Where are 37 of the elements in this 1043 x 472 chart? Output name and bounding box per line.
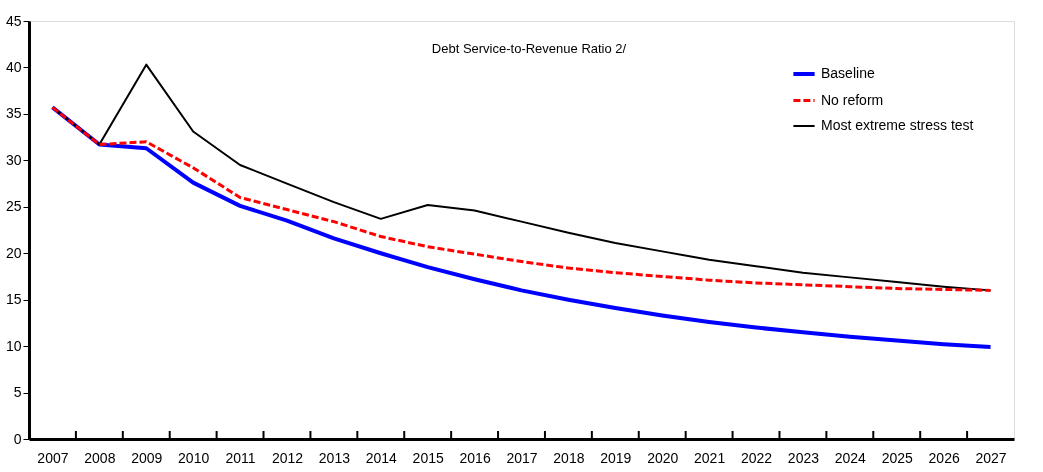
- y-tick-label: 40: [5, 58, 22, 75]
- x-tick-label: 2015: [412, 449, 444, 466]
- y-tick-label: 20: [5, 244, 22, 261]
- x-tick-label: 2012: [271, 449, 304, 466]
- line-series: [50, 105, 993, 292]
- y-tick-label: 10: [5, 337, 22, 354]
- x-tick-label: 2020: [647, 449, 679, 466]
- x-tick-label: 2007: [37, 449, 69, 466]
- x-tick-label: 2010: [178, 449, 210, 466]
- x-tick-label: 2027: [975, 449, 1007, 466]
- x-tick-label: 2024: [834, 449, 867, 466]
- y-tick-label: 45: [5, 12, 22, 29]
- legend-label: No reform: [821, 91, 884, 108]
- x-tick-label: 2019: [600, 449, 632, 466]
- y-tick-label: 15: [5, 291, 22, 308]
- x-tick-label: 2021: [694, 449, 726, 466]
- text: Debt Service-to-Revenue Ratio 2/: [431, 41, 627, 56]
- y-tick-label: 25: [5, 198, 22, 215]
- x-tick-label: 2018: [553, 449, 585, 466]
- x-tick-label: 2013: [318, 449, 351, 466]
- x-tick-label: 2025: [881, 449, 914, 466]
- x-tick-label: 2022: [740, 449, 773, 466]
- line-series: [50, 105, 993, 350]
- x-tick-label: 2016: [459, 449, 491, 466]
- x-tick-label: 2026: [928, 449, 960, 466]
- x-tick-label: 2023: [787, 449, 820, 466]
- y-tick-label: 0: [13, 430, 22, 447]
- y-tick-label: 30: [5, 151, 22, 168]
- x-tick-label: 2011: [225, 449, 256, 466]
- y-tick-label: 35: [5, 105, 22, 122]
- x-tick-label: 2009: [131, 449, 163, 466]
- legend-label: Baseline: [821, 65, 875, 81]
- x-tick-label: 2008: [84, 449, 116, 466]
- legend-label: Most extreme stress test: [821, 117, 974, 133]
- x-tick-label: 2014: [365, 449, 398, 466]
- y-tick-label: 5: [13, 384, 22, 401]
- x-tick-label: 2017: [506, 449, 538, 466]
